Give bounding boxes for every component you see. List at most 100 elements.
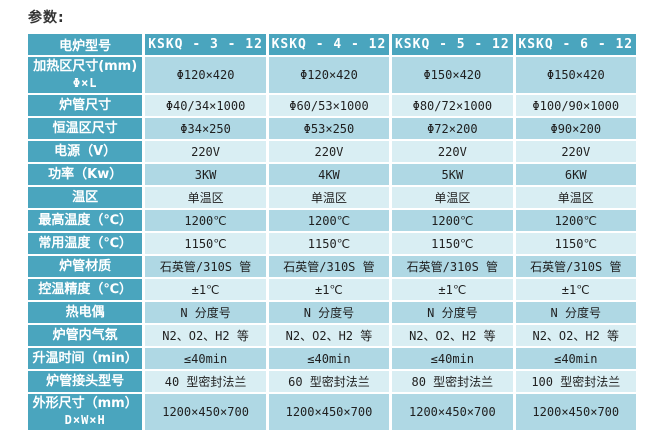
value-cell: ≤40min: [515, 348, 636, 369]
row-label-cell: 炉管内气氛: [28, 325, 143, 346]
value-cell: Φ120×420: [145, 57, 266, 93]
value-cell: Φ150×420: [515, 57, 636, 93]
value-cell: 单温区: [268, 187, 390, 208]
row-label-cell: 常用温度（℃）: [28, 233, 143, 254]
row-label-text: 最高温度（℃）: [38, 212, 133, 228]
value-cell: 石英管/310S 管: [515, 256, 636, 277]
value-cell: Φ40/34×1000: [145, 95, 266, 116]
table-row: 炉管材质 石英管/310S 管石英管/310S 管石英管/310S 管石英管/31…: [28, 256, 636, 277]
value-cell: Φ34×250: [145, 118, 266, 139]
table-row: 炉管尺寸 Φ40/34×1000 Φ60/53×1000 Φ80/72×1000 Φ10…: [28, 95, 636, 116]
value-cell: 1200℃: [268, 210, 390, 231]
value-cell: Φ53×250: [268, 118, 390, 139]
value-cell: 石英管/310S 管: [392, 256, 513, 277]
row-label-cell: 功率（Kw）: [28, 164, 143, 185]
value-cell: ±1℃: [268, 279, 390, 300]
row-label-cell: 炉管接头型号: [28, 371, 143, 392]
row-label-text: 加热区尺寸(mm): [33, 59, 138, 74]
row-sublabel-text: Φ×L: [72, 76, 98, 90]
table-row: 加热区尺寸(mm) Φ×L Φ120×420 Φ120×420 Φ150×420 Φ150…: [28, 57, 636, 93]
value-cell: ±1℃: [392, 279, 513, 300]
row-label-cell: 电源（V）: [28, 141, 143, 162]
row-label-cell: 炉管材质: [28, 256, 143, 277]
row-label-text: 恒温区尺寸: [52, 120, 118, 136]
value-cell: N2、O2、H2 等: [145, 325, 266, 346]
row-label-text: 炉管内气氛: [52, 327, 118, 343]
table-row: 热电偶 N 分度号 N 分度号 N 分度号 N 分度号: [28, 302, 636, 323]
row-label-text: 电源（V）: [54, 143, 117, 159]
value-cell: ≤40min: [392, 348, 513, 369]
value-cell: N2、O2、H2 等: [392, 325, 513, 346]
value-cell: Φ120×420: [268, 57, 390, 93]
row-label-cell: 温区: [28, 187, 143, 208]
value-cell: Φ100/90×1000: [515, 95, 636, 116]
header-model-cell: KSKQ - 5 - 12: [392, 34, 513, 55]
value-cell: 石英管/310S 管: [268, 256, 390, 277]
value-cell: N 分度号: [145, 302, 266, 323]
row-label-text: 功率（Kw）: [48, 166, 123, 182]
value-cell: 40 型密封法兰: [145, 371, 266, 392]
value-cell: 单温区: [515, 187, 636, 208]
row-label-text: 炉管接头型号: [46, 373, 125, 389]
row-label-cell: 恒温区尺寸: [28, 118, 143, 139]
value-cell: Φ150×420: [392, 57, 513, 93]
value-cell: 100 型密封法兰: [515, 371, 636, 392]
row-label-text: 常用温度（℃）: [38, 235, 133, 251]
header-label-cell: 电炉型号: [28, 34, 143, 55]
value-cell: 1200×450×700: [515, 394, 636, 430]
row-label-cell: 升温时间（min）: [28, 348, 143, 369]
table-row: 最高温度（℃） 1200℃ 1200℃ 1200℃ 1200℃: [28, 210, 636, 231]
table-row: 外形尺寸（mm） D×W×H 1200×450×700 1200×450×700 120…: [28, 394, 636, 430]
header-model-cell: KSKQ - 4 - 12: [268, 34, 390, 55]
value-cell: 220V: [392, 141, 513, 162]
row-label-cell: 热电偶: [28, 302, 143, 323]
row-label-cell: 加热区尺寸(mm) Φ×L: [28, 57, 143, 93]
value-cell: 60 型密封法兰: [268, 371, 390, 392]
spec-table: 电炉型号 KSKQ - 3 - 12 KSKQ - 4 - 12 KSKQ - …: [25, 32, 639, 432]
value-cell: ≤40min: [268, 348, 390, 369]
value-cell: Φ72×200: [392, 118, 513, 139]
header-model-cell: KSKQ - 3 - 12: [145, 34, 266, 55]
row-sublabel-text: D×W×H: [64, 413, 106, 427]
row-label-cell: 炉管尺寸: [28, 95, 143, 116]
value-cell: 3KW: [145, 164, 266, 185]
value-cell: 单温区: [392, 187, 513, 208]
row-label-text: 外形尺寸（mm）: [32, 396, 138, 411]
value-cell: 1200×450×700: [392, 394, 513, 430]
header-model-cell: KSKQ - 6 - 12: [515, 34, 636, 55]
row-label-text: 升温时间（min）: [32, 350, 138, 366]
value-cell: ±1℃: [515, 279, 636, 300]
value-cell: N 分度号: [268, 302, 390, 323]
value-cell: N 分度号: [392, 302, 513, 323]
value-cell: N2、O2、H2 等: [515, 325, 636, 346]
row-label-text: 控温精度（℃）: [38, 281, 133, 297]
row-label-text: 温区: [72, 189, 99, 205]
value-cell: 1200℃: [145, 210, 266, 231]
value-cell: 220V: [145, 141, 266, 162]
value-cell: 1150℃: [392, 233, 513, 254]
value-cell: Φ60/53×1000: [268, 95, 390, 116]
value-cell: 220V: [515, 141, 636, 162]
value-cell: ±1℃: [145, 279, 266, 300]
table-row: 温区 单温区 单温区 单温区 单温区: [28, 187, 636, 208]
header-row: 电炉型号 KSKQ - 3 - 12 KSKQ - 4 - 12 KSKQ - …: [28, 34, 636, 55]
value-cell: 4KW: [268, 164, 390, 185]
value-cell: 6KW: [515, 164, 636, 185]
value-cell: 5KW: [392, 164, 513, 185]
value-cell: 单温区: [145, 187, 266, 208]
value-cell: 1200×450×700: [268, 394, 390, 430]
value-cell: 80 型密封法兰: [392, 371, 513, 392]
value-cell: N 分度号: [515, 302, 636, 323]
table-row: 常用温度（℃） 1150℃ 1150℃ 1150℃ 1150℃: [28, 233, 636, 254]
value-cell: 1200℃: [515, 210, 636, 231]
table-row: 炉管内气氛 N2、O2、H2 等 N2、O2、H2 等 N2、O2、H2 等 N2、O2…: [28, 325, 636, 346]
row-label-cell: 最高温度（℃）: [28, 210, 143, 231]
value-cell: 1150℃: [145, 233, 266, 254]
value-cell: 1150℃: [515, 233, 636, 254]
row-label-text: 热电偶: [65, 304, 105, 320]
row-label-cell: 控温精度（℃）: [28, 279, 143, 300]
value-cell: 石英管/310S 管: [145, 256, 266, 277]
value-cell: 1150℃: [268, 233, 390, 254]
value-cell: N2、O2、H2 等: [268, 325, 390, 346]
table-row: 控温精度（℃） ±1℃ ±1℃ ±1℃ ±1℃: [28, 279, 636, 300]
